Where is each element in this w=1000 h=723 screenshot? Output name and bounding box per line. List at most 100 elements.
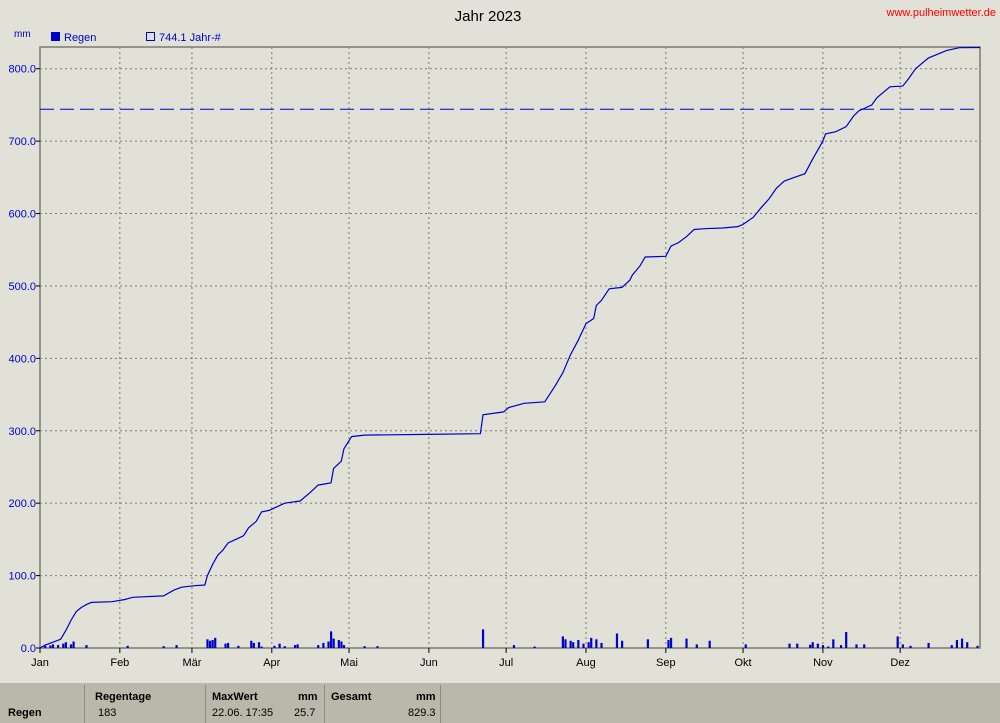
gesamt-value: 829.3 — [408, 707, 436, 719]
rain-bar — [744, 644, 747, 648]
rain-bar — [621, 640, 624, 648]
rain-bar — [950, 645, 953, 648]
rain-bar — [821, 645, 825, 648]
rain-bar — [252, 642, 255, 648]
divider — [205, 685, 206, 723]
rain-bar — [250, 640, 253, 648]
rain-bar — [72, 641, 75, 648]
rain-bar — [832, 639, 835, 648]
rain-bar — [564, 639, 567, 648]
rain-bar — [208, 640, 212, 648]
rain-bar — [839, 645, 843, 648]
rain-bar — [260, 646, 263, 648]
x-tick-label: Mai — [340, 657, 358, 669]
rain-bar — [533, 646, 536, 648]
rain-bar — [927, 642, 930, 648]
x-tick-label: Dez — [890, 657, 910, 669]
rain-bar — [796, 643, 799, 648]
rain-bar — [64, 642, 67, 648]
rain-bar — [863, 644, 866, 648]
divider — [84, 685, 85, 723]
rain-bar — [587, 642, 590, 648]
rain-bar — [44, 645, 47, 648]
rain-bar — [561, 636, 564, 648]
rain-bar — [206, 639, 209, 648]
x-tick-label: Nov — [813, 657, 833, 669]
rain-bar — [340, 641, 343, 648]
rain-bar — [57, 644, 60, 648]
rain-bar — [257, 642, 261, 648]
plot-frame — [39, 46, 981, 649]
rain-bar — [955, 640, 959, 648]
legend-swatch-filled — [51, 32, 60, 41]
y-unit-label: mm — [14, 29, 31, 40]
divider — [324, 685, 325, 723]
x-tick-label: Jan — [31, 657, 49, 669]
rain-bar — [600, 642, 603, 648]
legend-label-average: 744.1 Jahr-# — [159, 32, 222, 44]
rain-bar — [211, 640, 214, 648]
rain-bar — [582, 643, 585, 648]
y-tick-label: 700.0 — [8, 136, 36, 148]
rain-chart: Jahr 2023 www.pulheimwetter.de mm Regen … — [8, 7, 996, 669]
rain-bar — [646, 639, 649, 648]
rain-bar — [590, 637, 593, 648]
rain-bar — [332, 638, 335, 648]
rain-bar — [512, 645, 516, 648]
y-axis-ticks: 0.0 100.0 200.0 300.0 400.0 500.0 600.0 700.0 80… — [8, 64, 40, 655]
rain-bar — [708, 640, 711, 648]
rain-bar — [376, 646, 379, 648]
rain-bar — [162, 646, 165, 648]
rain-bar — [49, 645, 52, 648]
rain-bar — [237, 645, 240, 648]
rain-bar — [278, 643, 281, 648]
daily-rain-bars — [44, 629, 979, 648]
gesamt-unit: mm — [416, 691, 436, 703]
maxwert-value: 25.7 — [294, 707, 316, 719]
rain-bar — [827, 646, 830, 648]
rain-bar — [966, 642, 969, 648]
x-tick-label: Sep — [656, 657, 676, 669]
rain-bar — [363, 646, 366, 648]
summary-bar: Regen Regentage 183 MaxWert mm 22.06. 17… — [0, 683, 1000, 723]
maxwert-label: MaxWert — [212, 691, 258, 703]
rain-bar — [976, 645, 979, 648]
rain-bar — [337, 640, 340, 648]
gesamt-label: Gesamt — [331, 691, 372, 703]
rain-bar — [845, 632, 848, 648]
x-tick-label: Mär — [182, 657, 201, 669]
y-tick-label: 400.0 — [8, 353, 36, 365]
y-tick-label: 100.0 — [8, 571, 36, 583]
rain-bar — [227, 642, 230, 648]
rain-bar — [788, 643, 791, 648]
rain-bar — [855, 644, 858, 648]
rain-bar — [214, 637, 217, 648]
rain-bar — [481, 629, 485, 648]
x-tick-label: Feb — [110, 657, 129, 669]
rain-bar — [296, 644, 299, 648]
maxwert-unit: mm — [298, 691, 318, 703]
rain-bar — [273, 645, 276, 648]
rain-bar — [572, 642, 575, 648]
rain-bar — [695, 644, 698, 648]
x-tick-label: Aug — [576, 657, 596, 669]
rain-bar — [317, 645, 320, 648]
y-tick-label: 300.0 — [8, 426, 36, 438]
rain-bar — [667, 640, 670, 648]
cumulative-rain-line — [39, 46, 981, 649]
legend-swatch-outline — [146, 32, 155, 41]
rain-bar — [615, 633, 619, 648]
rain-bar — [595, 639, 598, 648]
rain-bar — [569, 640, 572, 648]
divider — [440, 685, 441, 723]
rain-bar — [330, 631, 333, 648]
x-tick-label: Jun — [420, 657, 438, 669]
rain-bar — [327, 641, 330, 648]
rain-bar — [126, 645, 129, 648]
site-link[interactable]: www.pulheimwetter.de — [886, 7, 996, 19]
rain-bar — [283, 646, 286, 648]
rain-bar — [342, 645, 346, 648]
rain-bar — [896, 636, 899, 648]
rain-bar — [669, 637, 673, 648]
rain-bar — [811, 642, 814, 648]
